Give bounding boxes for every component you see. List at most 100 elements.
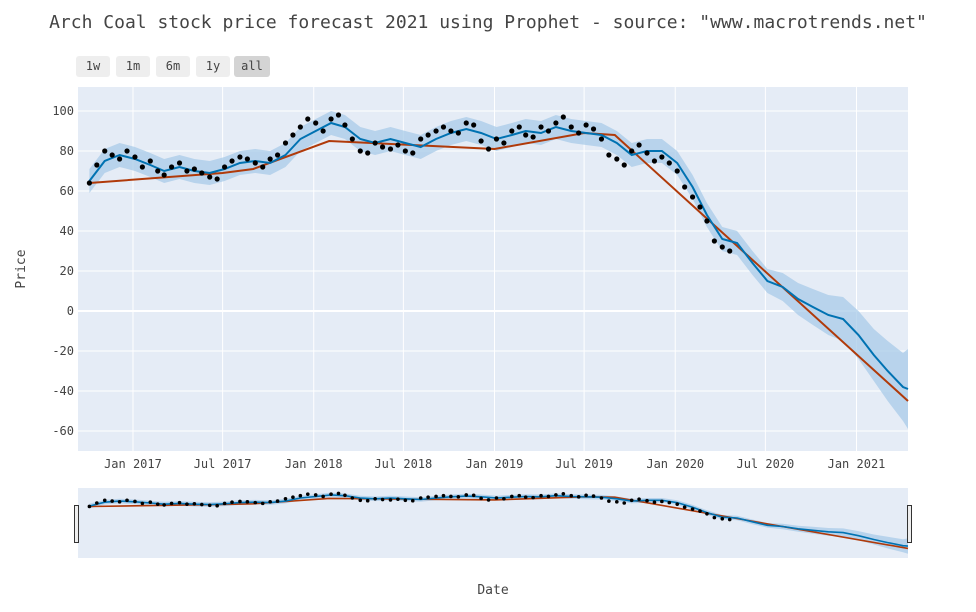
slider-actual-point [426,495,430,500]
range-button-1w[interactable]: 1w [76,56,110,77]
actual-point [349,136,355,142]
actual-point [418,136,424,142]
slider-actual-point [652,500,657,505]
slider-actual-point [117,500,122,504]
actual-point [553,120,559,126]
slider-actual-point [449,494,453,499]
range-slider-handle-right[interactable] [907,505,912,543]
actual-point [666,160,672,166]
range-button-6m[interactable]: 6m [156,56,190,77]
slider-actual-point [660,499,664,504]
x-tick-label: Jan 2019 [466,457,524,471]
actual-point [342,122,348,128]
actual-point [576,130,582,136]
actual-point [598,136,605,142]
actual-point [155,168,161,174]
slider-actual-point [494,496,499,500]
actual-point [168,164,175,170]
actual-point [501,140,507,146]
actual-point [590,126,597,132]
actual-point [328,116,334,122]
x-tick-label: Jul 2019 [555,457,613,471]
slider-actual-point [486,498,491,502]
x-tick-label: Jan 2020 [646,457,704,471]
actual-point [320,128,326,134]
actual-point [651,158,658,164]
slider-actual-point [607,499,611,503]
slider-actual-point [343,493,347,498]
slider-actual-point [102,498,107,503]
slider-actual-point [441,493,446,498]
actual-point [387,146,394,152]
actual-point [372,140,378,146]
range-button-all[interactable]: all [234,56,270,77]
slider-actual-point [517,493,522,498]
actual-point [509,128,515,134]
actual-point [433,128,439,134]
slider-actual-point [358,498,363,503]
slider-actual-point [305,492,310,496]
actual-point [244,156,250,162]
actual-point [719,244,725,250]
actual-point [689,194,696,200]
slider-actual-point [637,497,641,501]
slider-actual-point [546,494,551,499]
slider-actual-point [645,498,649,503]
actual-point [94,162,100,168]
slider-actual-point [667,500,672,505]
actual-point [614,156,620,162]
slider-actual-point [245,500,250,504]
slider-actual-point [464,493,469,497]
x-tick-label: Jul 2020 [736,457,794,471]
slider-actual-point [622,501,627,505]
slider-actual-point [291,495,295,500]
y-tick-labels: -60 -40 -20 0 20 40 60 80 100 [52,104,74,438]
slider-actual-point [615,500,619,504]
actual-point [176,160,183,166]
x-tick-labels: Jan 2017 Jul 2017 Jan 2018 Jul 2018 Jan 2019… [104,457,885,471]
forecast-line [88,121,909,390]
y-tick-label: 80 [60,144,74,158]
y-tick-label: -60 [52,424,74,438]
y-tick-label: -40 [52,384,74,398]
y-tick-label: 60 [60,184,74,198]
actual-point [697,204,703,210]
actual-point [237,154,243,160]
slider-actual-point [200,502,204,507]
actual-point [530,134,536,140]
y-tick-label: 40 [60,224,74,238]
y-tick-label: 20 [60,264,74,278]
actual-point [493,136,500,142]
actual-point [636,142,642,148]
slider-actual-point [313,493,318,497]
range-slider-handle-left[interactable] [74,505,79,543]
slider-actual-point [215,503,219,508]
slider-actual-point [87,504,92,509]
slider-actual-point [682,505,687,510]
chart-title: Arch Coal stock price forecast 2021 usin… [49,12,927,33]
actual-point [109,152,115,158]
range-slider-preview [87,491,909,554]
actual-point [659,154,665,160]
actual-point [102,148,108,154]
actual-point [560,114,566,120]
slider-actual-point [698,509,702,513]
slider-actual-point [329,492,333,496]
slider-actual-point [110,499,114,503]
actual-point [463,120,469,126]
actual-point [214,176,220,182]
actual-point [523,132,529,138]
range-button-1m[interactable]: 1m [116,56,150,77]
range-button-1y[interactable]: 1y [196,56,230,77]
actual-point [124,148,130,154]
actual-point [727,248,733,254]
forecast-layer [88,121,909,390]
slider-actual-point [95,501,99,505]
slider-actual-point [365,498,370,503]
slider-actual-point [479,496,483,501]
x-tick-label: Jul 2017 [194,457,252,471]
x-tick-label: Jan 2021 [828,457,886,471]
slider-actual-point [140,501,145,506]
actual-point [379,144,386,150]
x-tick-label: Jan 2018 [285,457,343,471]
